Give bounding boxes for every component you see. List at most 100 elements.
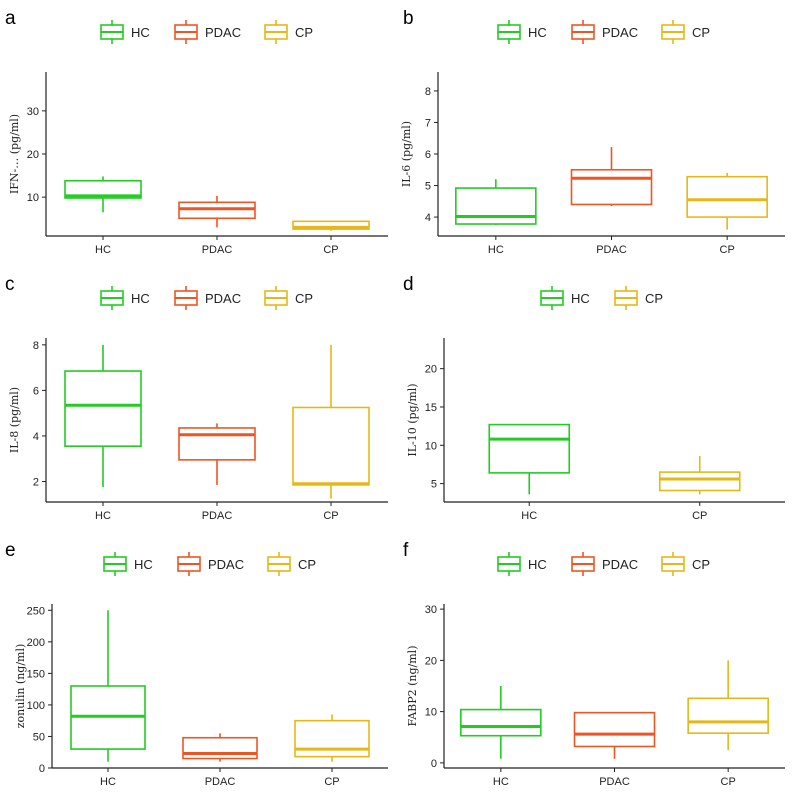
box-hc: [70, 610, 146, 762]
box-pdac: [178, 423, 256, 485]
y-tick-label: 15: [425, 402, 437, 414]
x-tick-label: HC: [95, 244, 111, 256]
y-tick-label: 6: [33, 385, 39, 397]
iqr-box: [455, 187, 537, 225]
iqr-box: [687, 697, 769, 734]
y-tick-label: 5: [425, 181, 431, 193]
panel-letter: c: [5, 274, 15, 295]
legend-key-pdac: PDAC: [174, 20, 241, 44]
box-cp: [292, 344, 370, 499]
box-cp: [294, 714, 370, 762]
legend-key-cp: CP: [614, 286, 663, 310]
y-tick-label: 4: [33, 431, 39, 443]
x-tick-label: HC: [95, 510, 111, 522]
box-pdac: [182, 733, 258, 762]
y-axis-title: IL-8 (pg/ml): [8, 387, 21, 453]
x-tick-label: PDAC: [596, 244, 627, 256]
iqr-box: [658, 471, 741, 492]
iqr-box: [182, 736, 258, 760]
iqr-box: [460, 708, 542, 737]
legend-label: PDAC: [208, 557, 244, 572]
legend-key-hc: HC: [497, 20, 547, 44]
y-tick-label: 50: [33, 731, 45, 743]
legend-label: CP: [298, 557, 316, 572]
y-tick-label: 0: [39, 763, 45, 775]
y-tick-label: 20: [425, 655, 437, 667]
legend-label: PDAC: [205, 25, 241, 40]
legend-label: CP: [692, 25, 710, 40]
legend-label: CP: [295, 25, 313, 40]
box-cp: [687, 660, 769, 751]
legend-key-pdac: PDAC: [571, 20, 638, 44]
panel-a: a HC PDAC CP 10 20 30 IFN-… (pg/ml) HC PDAC CP: [5, 8, 388, 256]
legend-label: HC: [528, 25, 547, 40]
y-tick-label: 7: [425, 117, 431, 129]
box-cp: [658, 456, 741, 495]
x-tick-label: PDAC: [202, 510, 233, 522]
y-tick-label: 10: [27, 192, 39, 204]
x-tick-label: CP: [324, 776, 339, 788]
legend-label: HC: [134, 557, 153, 572]
legend-key-cp: CP: [661, 552, 710, 576]
legend-label: PDAC: [602, 25, 638, 40]
y-axis-title: IL-6 (pg/ml): [400, 121, 413, 187]
panel-letter: b: [403, 8, 414, 29]
iqr-box: [292, 220, 370, 230]
x-tick-label: HC: [100, 776, 116, 788]
x-tick-label: PDAC: [205, 776, 236, 788]
x-tick-label: HC: [493, 776, 509, 788]
box-hc: [455, 179, 537, 225]
x-tick-label: PDAC: [599, 776, 630, 788]
panel-f: f HC PDAC CP 0 10 20 30 FABP2 (ng/ml) HC PDAC CP: [403, 540, 785, 788]
y-tick-label: 30: [425, 604, 437, 616]
legend-key-hc: HC: [103, 552, 153, 576]
box-pdac: [573, 711, 656, 759]
iqr-box: [292, 406, 370, 486]
legend-label: CP: [692, 557, 710, 572]
y-tick-label: 250: [27, 605, 45, 617]
legend-label: HC: [131, 25, 150, 40]
x-tick-label: PDAC: [202, 244, 233, 256]
y-tick-label: 0: [431, 758, 437, 770]
legend-key-pdac: PDAC: [174, 286, 241, 310]
x-tick-label: CP: [721, 776, 736, 788]
x-tick-label: CP: [720, 244, 735, 256]
box-cp: [292, 220, 370, 231]
box-pdac: [178, 195, 256, 228]
legend-key-hc: HC: [540, 286, 590, 310]
legend-label: HC: [528, 557, 547, 572]
iqr-box: [64, 179, 142, 199]
y-tick-label: 8: [33, 340, 39, 352]
iqr-box: [64, 370, 142, 447]
iqr-box: [686, 175, 768, 218]
panel-letter: d: [403, 274, 414, 295]
y-tick-label: 100: [27, 700, 45, 712]
legend-key-hc: HC: [100, 286, 150, 310]
legend-key-pdac: PDAC: [177, 552, 244, 576]
x-tick-label: HC: [488, 244, 504, 256]
y-tick-label: 200: [27, 637, 45, 649]
legend-key-cp: CP: [267, 552, 316, 576]
legend-label: CP: [645, 291, 663, 306]
box-pdac: [570, 147, 653, 207]
iqr-box: [294, 719, 370, 758]
box-hc: [460, 686, 542, 759]
y-axis-title: FABP2 (ng/ml): [406, 646, 419, 727]
y-tick-label: 2: [33, 477, 39, 489]
y-tick-label: 10: [425, 707, 437, 719]
panel-letter: a: [5, 8, 16, 29]
y-tick-label: 150: [27, 668, 45, 680]
y-tick-label: 20: [425, 364, 437, 376]
x-tick-label: CP: [323, 244, 338, 256]
panel-c: c HC PDAC CP 2 4 6 8 IL-8 (pg/ml) HC PDAC CP: [5, 274, 388, 522]
legend-key-cp: CP: [264, 286, 313, 310]
y-tick-label: 4: [425, 212, 431, 224]
box-cp: [686, 172, 768, 230]
panel-e: e HC PDAC CP 0 50 100 150 200 250 zonulin (ng/ml) H…: [5, 540, 388, 788]
y-axis-title: zonulin (ng/ml): [14, 644, 27, 729]
iqr-box: [488, 423, 571, 474]
box-hc: [64, 344, 142, 488]
y-tick-label: 20: [27, 149, 39, 161]
legend-key-hc: HC: [100, 20, 150, 44]
